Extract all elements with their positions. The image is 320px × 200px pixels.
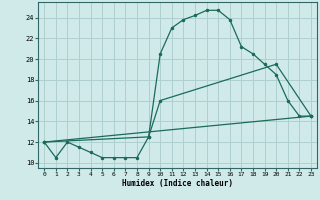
X-axis label: Humidex (Indice chaleur): Humidex (Indice chaleur) (122, 179, 233, 188)
